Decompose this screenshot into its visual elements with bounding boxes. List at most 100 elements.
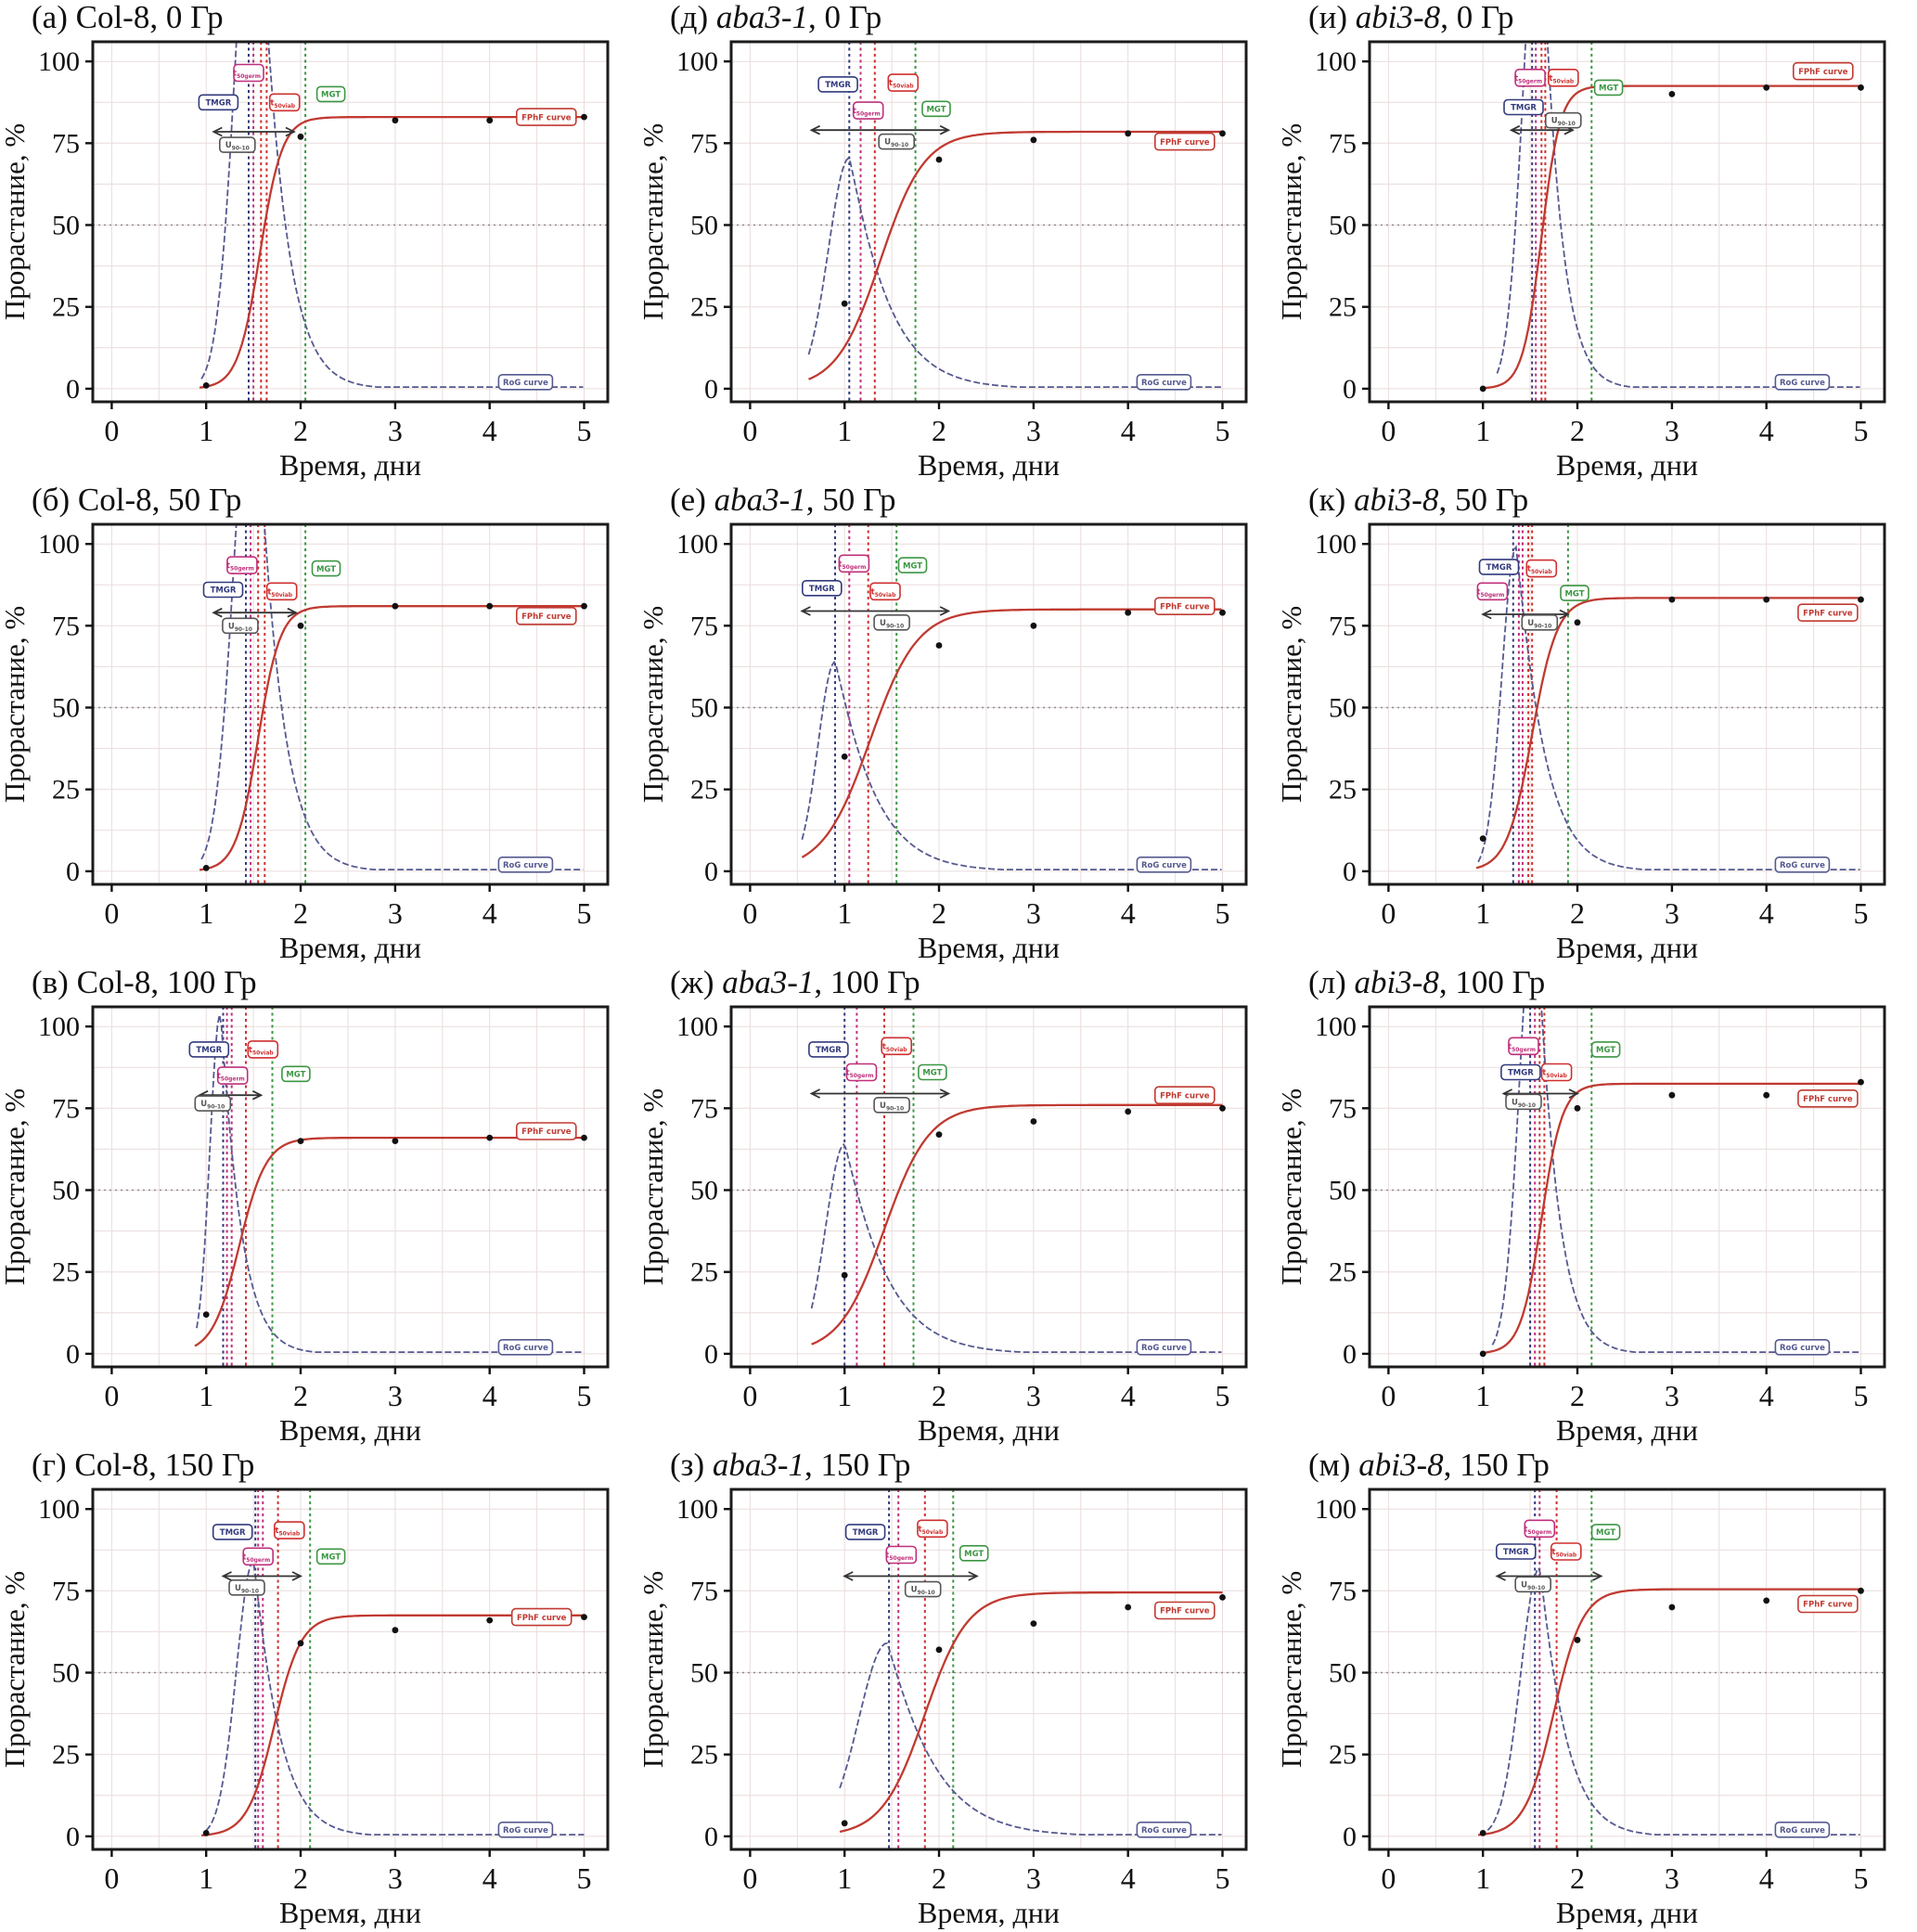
axis-ticks (85, 1024, 585, 1374)
x-axis-label: Время, дни (918, 1896, 1060, 1929)
svg-text:1: 1 (1475, 1379, 1490, 1412)
x-axis-label: Время, дни (279, 931, 421, 964)
axis-tick-labels: 0 25 50 75 100 0 1 2 3 4 5 (38, 1494, 592, 1895)
svg-text:75: 75 (52, 1093, 80, 1124)
data-points (841, 609, 1226, 760)
t50germ-box (885, 1545, 918, 1565)
svg-text:75: 75 (1329, 1576, 1357, 1606)
fphf-curve-box (1153, 1601, 1216, 1620)
tmgr-box (198, 94, 239, 111)
t50viab-box (881, 1037, 913, 1056)
t50viab-box (1525, 559, 1558, 578)
tmgr-label: TMGR (1486, 563, 1512, 573)
svg-text:50: 50 (690, 211, 718, 241)
gridlines (93, 42, 608, 402)
svg-text:50: 50 (52, 211, 80, 241)
svg-text:5: 5 (1854, 414, 1869, 447)
axis-ticks (1362, 1024, 1862, 1374)
curves (1475, 545, 1860, 870)
t50germ-box (845, 1063, 878, 1082)
mgt-box (897, 557, 928, 573)
svg-text:75: 75 (1329, 1093, 1357, 1124)
rog-curve-path (1491, 1007, 1861, 1353)
mgt-label: MGT (316, 565, 336, 574)
rog-curve-box (497, 373, 554, 391)
curves (199, 42, 584, 389)
svg-text:50: 50 (1329, 211, 1357, 241)
rog-curve-box (1136, 373, 1192, 391)
data-point (1219, 1594, 1226, 1601)
svg-text:0: 0 (1381, 414, 1396, 447)
axis-ticks (85, 1507, 585, 1857)
rog-curve-box (1136, 1338, 1192, 1356)
panel-в: (в) Col-8, 100 Гр TMGR t50germ t50viab MGT U9… (0, 965, 638, 1448)
svg-text:4: 4 (482, 1861, 497, 1895)
data-points (841, 130, 1226, 307)
panel-title: (е) aba3-1, 50 Гр (670, 483, 896, 518)
data-point (1030, 1620, 1037, 1627)
t50germ-label: t50germ (217, 1072, 245, 1083)
plot-border (91, 1005, 610, 1369)
y-axis-label: Прорастание, % (1277, 1088, 1307, 1285)
u9010-box (1521, 614, 1559, 631)
fphf-curve-path (808, 130, 1223, 380)
svg-text:5: 5 (1216, 896, 1230, 930)
chart-svg: (л) abi3-8, 100 Гр TMGR t50germ t50viab MGT U… (1277, 965, 1886, 1447)
rog-curve-path (1496, 42, 1860, 388)
svg-text:75: 75 (690, 1576, 718, 1606)
t50viab-label: t50viab (270, 98, 295, 109)
data-point (1030, 1118, 1037, 1125)
svg-text:25: 25 (52, 775, 80, 805)
axis-ticks (724, 59, 1224, 409)
tmgr-box (202, 581, 244, 599)
y-axis-label: Прорастание, % (0, 1088, 31, 1285)
data-point (1219, 130, 1226, 137)
svg-text:25: 25 (690, 292, 718, 323)
fphf-curve-box (1797, 603, 1859, 622)
svg-text:3: 3 (388, 414, 403, 447)
t50viab-label: t50viab (889, 79, 914, 90)
data-point (1763, 596, 1770, 603)
curves (807, 130, 1223, 388)
svg-text:5: 5 (577, 896, 592, 930)
svg-text:3: 3 (1026, 1861, 1041, 1895)
data-point (392, 1138, 399, 1144)
t50viab-label: t50viab (919, 1525, 944, 1536)
t50germ-label: t50germ (885, 1552, 913, 1563)
fphf-curve-label: FPhF curve (1160, 1607, 1210, 1616)
tmgr-label: TMGR (211, 586, 237, 596)
axis-ticks (724, 1507, 1224, 1857)
data-points (202, 602, 587, 871)
svg-text:0: 0 (66, 1339, 80, 1370)
rog-curve-label: RoG curve (1141, 1344, 1187, 1353)
fphf-curve-label: FPhF curve (521, 113, 572, 122)
t50viab-label: t50viab (249, 1046, 274, 1057)
plot-border (729, 1488, 1248, 1851)
uniformity-arrow (221, 1571, 303, 1581)
uniformity-arrow (809, 1088, 951, 1099)
u9010-label: U90-10 (225, 141, 250, 152)
data-point (1858, 84, 1864, 91)
rog-curve-path (200, 42, 584, 388)
fphf-curve-box (1797, 1594, 1859, 1614)
panel-д: (д) aba3-1, 0 Гр TMGR t50germ t50viab MGT U90… (638, 0, 1277, 483)
svg-text:5: 5 (1216, 1379, 1230, 1412)
t50viab-box (887, 73, 920, 92)
tmgr-box (808, 1041, 849, 1058)
svg-text:0: 0 (66, 374, 80, 405)
data-point (486, 117, 494, 124)
tmgr-box (1478, 559, 1520, 575)
u9010-label: U90-10 (884, 138, 908, 149)
fphf-curve-path (1483, 1082, 1860, 1354)
data-point (486, 1134, 494, 1141)
svg-text:3: 3 (388, 1861, 403, 1895)
x-axis-label: Время, дни (918, 1413, 1060, 1447)
tmgr-label: TMGR (1511, 104, 1537, 113)
data-point (202, 1311, 210, 1318)
panel-title: (и) abi3-8, 0 Гр (1308, 0, 1513, 35)
chart-svg: (г) Col-8, 150 Гр TMGR t50germ t50viab MGT U9… (0, 1448, 610, 1929)
svg-text:100: 100 (38, 1011, 80, 1042)
data-point (1125, 609, 1132, 616)
rog-curve-label: RoG curve (1141, 379, 1187, 388)
rog-curve-label: RoG curve (503, 1826, 548, 1835)
